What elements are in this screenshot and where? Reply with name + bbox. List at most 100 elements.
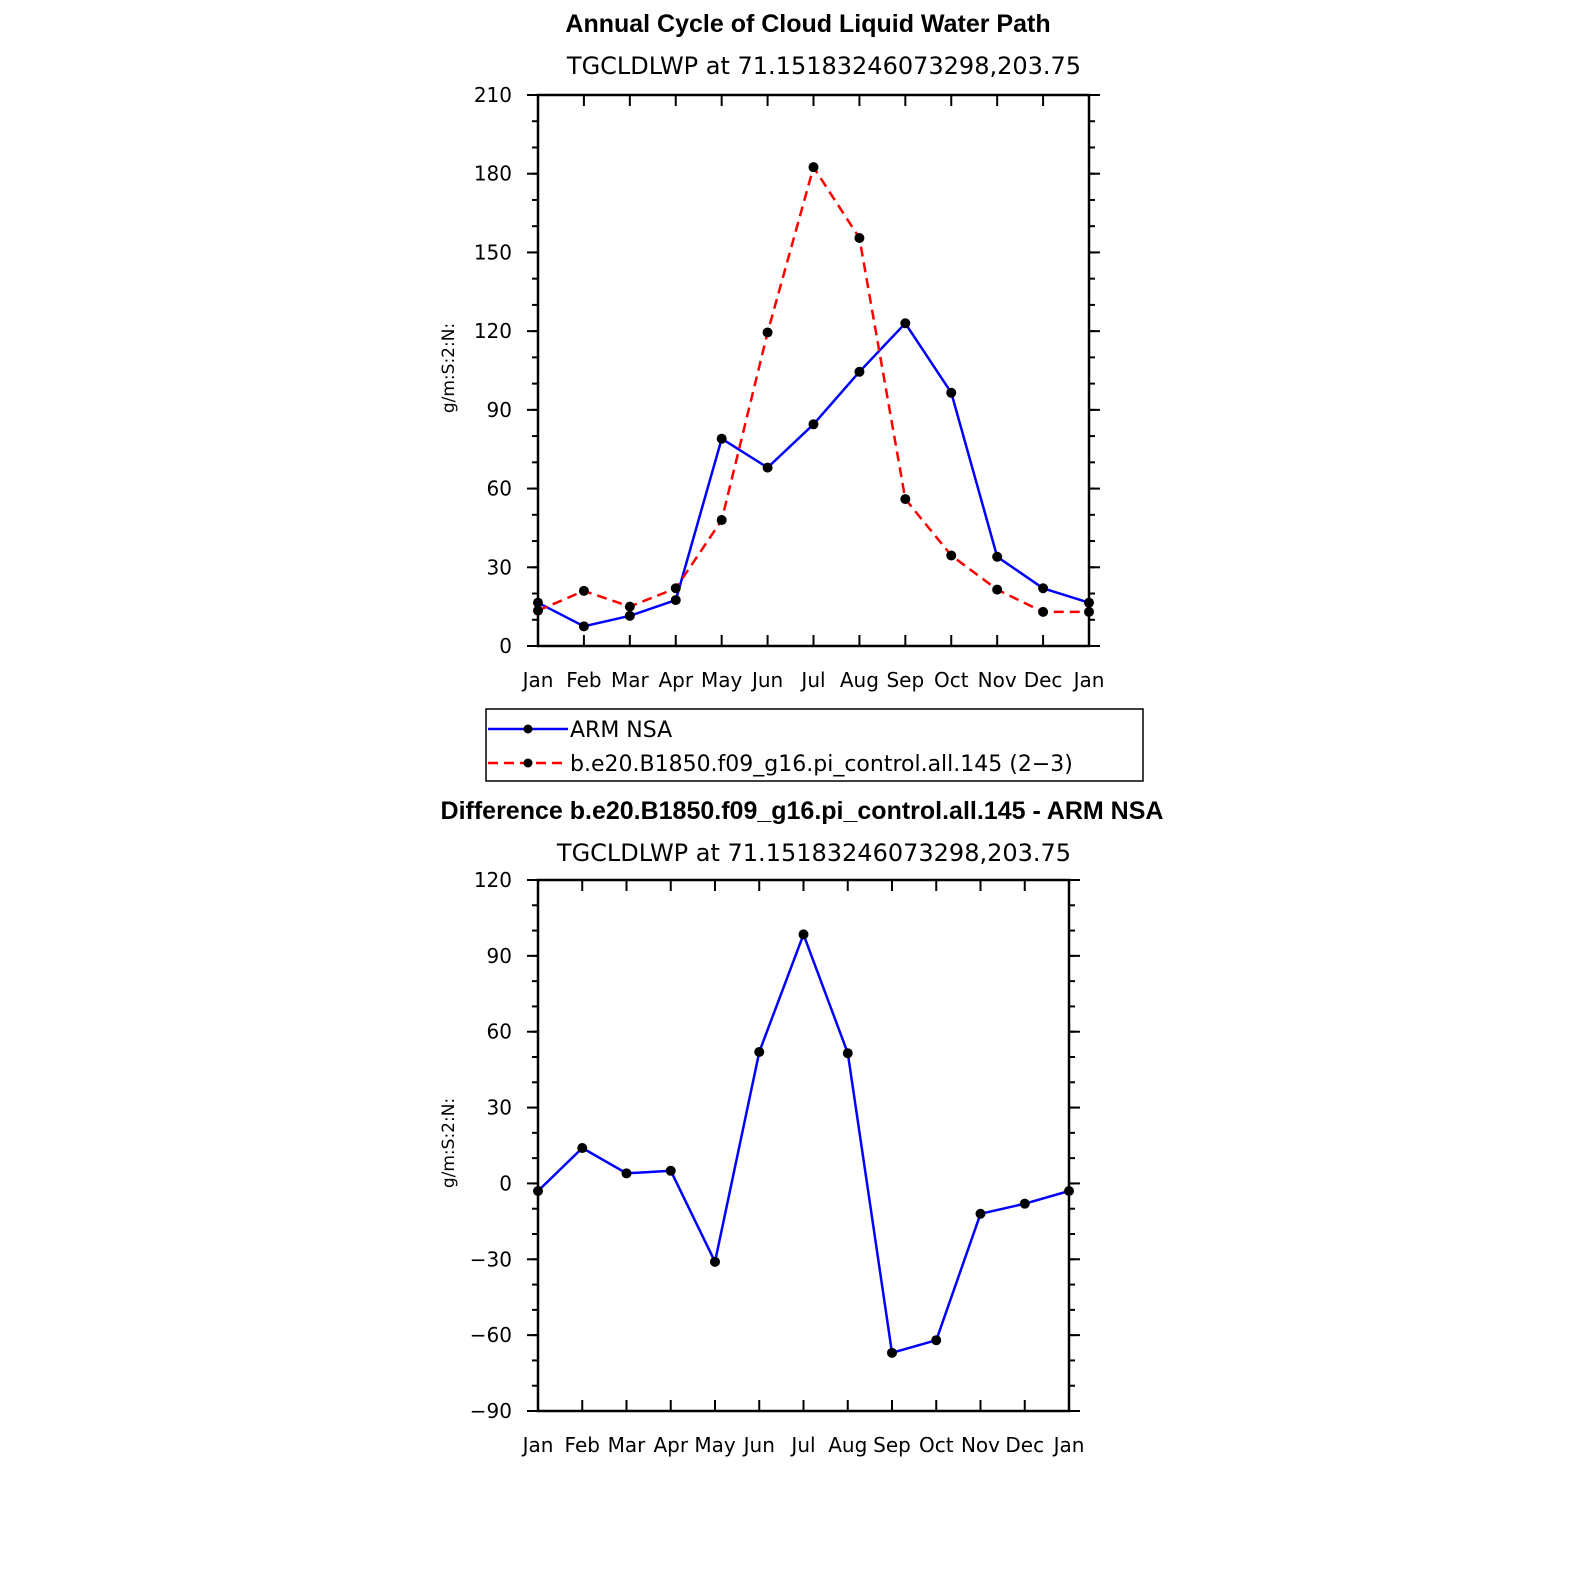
y-tick-label: 120 bbox=[474, 868, 512, 892]
chart1-ticks bbox=[527, 94, 1100, 647]
x-tick-label: Dec bbox=[1005, 1433, 1044, 1457]
x-tick-label: Oct bbox=[919, 1433, 954, 1457]
series-0-point bbox=[798, 929, 809, 940]
series-1-point bbox=[716, 515, 727, 526]
series-line-0 bbox=[537, 322, 1090, 628]
chart2-ylabel: g/m:S:2:N: bbox=[439, 1098, 459, 1188]
x-tick-label: Jan bbox=[521, 668, 554, 692]
y-tick-label: −30 bbox=[470, 1247, 512, 1271]
x-tick-label: Aug bbox=[828, 1433, 867, 1457]
chart2-x-tick-labels: Jan Feb Mar Apr May Jun Jul Aug Sep Oct Nov Dec Jan bbox=[521, 1433, 1085, 1457]
chart1-title: Annual Cycle of Cloud Liquid Water Path bbox=[565, 10, 1050, 38]
series-0-point bbox=[762, 462, 773, 473]
series-1-point bbox=[992, 584, 1003, 595]
x-tick-label: Dec bbox=[1024, 668, 1063, 692]
legend-entry-arm-nsa: ARM NSA bbox=[488, 718, 672, 743]
series-0-point bbox=[931, 1335, 942, 1346]
chart1-y-tick-labels: 0 30 60 90 120 150 180 210 bbox=[474, 83, 512, 658]
y-tick-label: 0 bbox=[499, 1171, 512, 1195]
y-tick-label: −60 bbox=[470, 1323, 512, 1347]
chart2-y-tick-labels: −90 −60 −30 0 30 60 90 120 bbox=[470, 868, 512, 1423]
series-0-point bbox=[665, 1165, 676, 1176]
chart2-plot-frame bbox=[536, 878, 1071, 1413]
series-1-point bbox=[854, 232, 865, 243]
y-tick-label: 60 bbox=[487, 1020, 512, 1044]
x-tick-label: Sep bbox=[873, 1433, 911, 1457]
y-tick-label: 30 bbox=[487, 555, 512, 579]
x-tick-label: Nov bbox=[978, 668, 1017, 692]
x-tick-label: Nov bbox=[961, 1433, 1000, 1457]
series-0-point bbox=[854, 366, 865, 377]
series-0-point bbox=[621, 1168, 632, 1179]
x-tick-label: Jul bbox=[799, 668, 825, 692]
y-tick-label: 120 bbox=[474, 319, 512, 343]
series-0-point bbox=[1019, 1198, 1030, 1209]
x-tick-label: Apr bbox=[658, 668, 693, 692]
y-tick-label: 60 bbox=[487, 477, 512, 501]
x-tick-label: Jan bbox=[521, 1433, 554, 1457]
series-0-point bbox=[887, 1347, 897, 1358]
series-0-point bbox=[754, 1046, 765, 1057]
series-0-point bbox=[670, 595, 681, 606]
series-0-point bbox=[808, 419, 819, 430]
y-tick-label: 30 bbox=[487, 1096, 512, 1120]
chart1-plot-frame bbox=[536, 93, 1091, 648]
x-tick-label: Jun bbox=[742, 1433, 775, 1457]
legend-label-model: b.e20.B1850.f09_g16.pi_control.all.145 (… bbox=[570, 752, 1073, 777]
chart-difference: Difference b.e20.B1850.f09_g16.pi_contro… bbox=[439, 797, 1163, 1457]
legend: ARM NSA b.e20.B1850.f09_g16.pi_control.a… bbox=[485, 708, 1144, 782]
series-1-point bbox=[624, 601, 635, 612]
chart1-series bbox=[533, 162, 1094, 632]
series-0-point bbox=[975, 1208, 986, 1219]
series-0-point bbox=[710, 1256, 720, 1267]
series-line-1 bbox=[537, 165, 1089, 614]
legend-entry-model: b.e20.B1850.f09_g16.pi_control.all.145 (… bbox=[488, 752, 1073, 777]
chart1-ylabel: g/m:S:2:N: bbox=[439, 323, 459, 413]
legend-box bbox=[485, 708, 1144, 782]
series-1-point bbox=[578, 585, 589, 596]
series-1-point bbox=[808, 162, 819, 173]
chart1-subtitle: TGCLDLWP at 71.15183246073298,203.75 bbox=[566, 52, 1081, 80]
series-0-point bbox=[578, 621, 589, 632]
legend-marker-model bbox=[523, 758, 533, 768]
chart-annual-cycle: Annual Cycle of Cloud Liquid Water Path … bbox=[439, 10, 1104, 692]
series-1-point bbox=[670, 583, 681, 594]
x-tick-label: Jan bbox=[1072, 668, 1105, 692]
x-tick-label: Oct bbox=[934, 668, 969, 692]
x-tick-label: Jul bbox=[789, 1433, 815, 1457]
x-tick-label: Feb bbox=[565, 1433, 600, 1457]
y-tick-label: 0 bbox=[499, 634, 512, 658]
series-0-point bbox=[716, 433, 727, 444]
x-tick-label: Feb bbox=[566, 668, 601, 692]
x-tick-label: Jan bbox=[1052, 1433, 1085, 1457]
chart2-title: Difference b.e20.B1850.f09_g16.pi_contro… bbox=[441, 797, 1164, 825]
chart2-subtitle: TGCLDLWP at 71.15183246073298,203.75 bbox=[556, 839, 1071, 867]
x-tick-label: Apr bbox=[653, 1433, 688, 1457]
chart1-x-tick-labels: Jan Feb Mar Apr May Jun Jul Aug Sep Oct Nov Dec Jan bbox=[521, 668, 1105, 692]
series-line-0 bbox=[537, 933, 1070, 1355]
y-tick-label: 180 bbox=[474, 162, 512, 186]
y-tick-label: 150 bbox=[474, 240, 512, 264]
series-1-point bbox=[1038, 606, 1049, 617]
x-tick-label: Mar bbox=[608, 1433, 647, 1457]
series-0-point bbox=[1038, 583, 1049, 594]
series-1-point bbox=[762, 327, 773, 338]
series-0-point bbox=[842, 1048, 853, 1059]
x-tick-label: Mar bbox=[611, 668, 650, 692]
x-tick-label: May bbox=[694, 1433, 736, 1457]
series-0-point bbox=[624, 610, 635, 621]
series-1-point bbox=[946, 550, 957, 561]
y-tick-label: −90 bbox=[470, 1399, 512, 1423]
chart2-ticks bbox=[527, 879, 1080, 1412]
series-0-point bbox=[900, 318, 911, 329]
series-0-point bbox=[577, 1143, 588, 1154]
x-tick-label: May bbox=[701, 668, 743, 692]
x-tick-label: Jun bbox=[750, 668, 783, 692]
legend-marker-arm-nsa bbox=[523, 724, 533, 734]
x-tick-label: Sep bbox=[886, 668, 924, 692]
series-1-point bbox=[900, 494, 911, 505]
series-0-point bbox=[946, 387, 957, 398]
series-0-point bbox=[992, 551, 1003, 562]
y-tick-label: 90 bbox=[487, 398, 512, 422]
